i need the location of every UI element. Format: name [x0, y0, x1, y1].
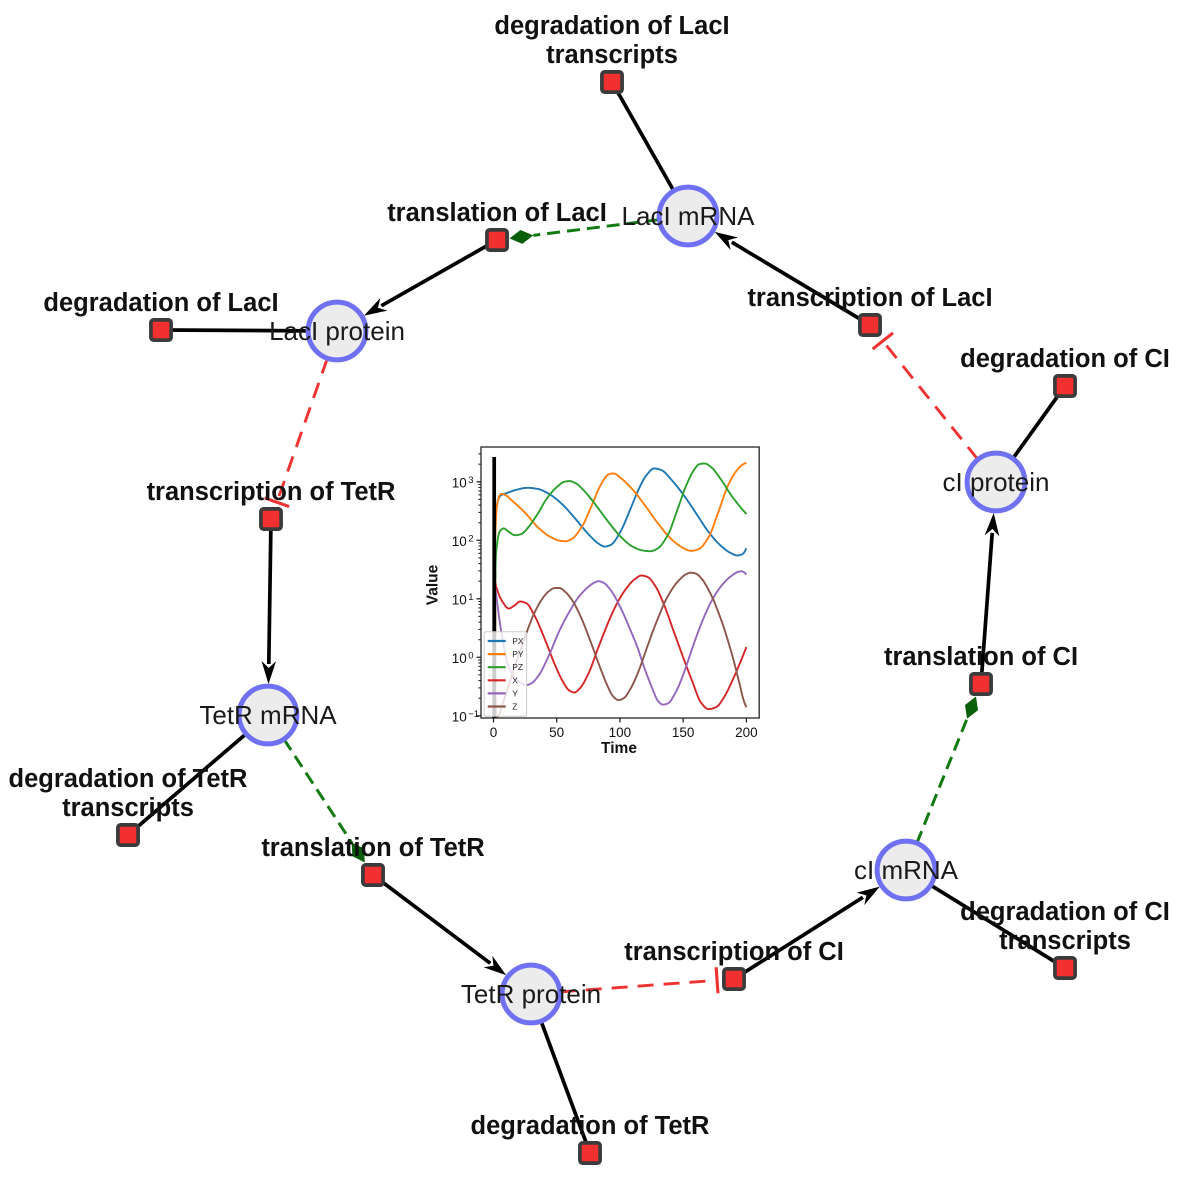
svg-text:degradation of LacI: degradation of LacI — [494, 12, 729, 40]
svg-text:translation of TetR: translation of TetR — [261, 834, 484, 862]
svg-text:X: X — [512, 675, 518, 685]
svg-text:0: 0 — [490, 725, 498, 740]
svg-text:150: 150 — [672, 725, 695, 740]
svg-text:TetR mRNA: TetR mRNA — [199, 700, 337, 730]
svg-text:degradation of CI: degradation of CI — [960, 898, 1170, 926]
svg-text:PZ: PZ — [512, 662, 523, 672]
svg-text:transcription of LacI: transcription of LacI — [747, 284, 992, 312]
svg-text:10: 10 — [452, 592, 467, 607]
svg-text:Y: Y — [512, 688, 518, 698]
svg-text:cI mRNA: cI mRNA — [854, 855, 959, 885]
svg-text:TetR protein: TetR protein — [461, 979, 601, 1009]
svg-text:cI protein: cI protein — [943, 467, 1050, 497]
svg-text:degradation of LacI: degradation of LacI — [43, 289, 278, 317]
svg-text:1: 1 — [468, 592, 473, 603]
svg-text:LacI mRNA: LacI mRNA — [622, 201, 756, 231]
svg-text:100: 100 — [609, 725, 632, 740]
svg-text:PY: PY — [512, 649, 524, 659]
svg-text:3: 3 — [468, 475, 473, 486]
svg-text:transcripts: transcripts — [999, 927, 1131, 955]
svg-text:−1: −1 — [468, 709, 479, 720]
svg-text:degradation of TetR: degradation of TetR — [9, 765, 248, 793]
svg-text:10: 10 — [452, 475, 467, 490]
svg-text:0: 0 — [468, 650, 473, 661]
svg-text:Time: Time — [601, 740, 637, 757]
svg-text:200: 200 — [735, 725, 758, 740]
svg-text:translation of CI: translation of CI — [884, 643, 1078, 671]
svg-text:LacI protein: LacI protein — [269, 316, 405, 346]
svg-text:degradation of TetR: degradation of TetR — [471, 1112, 710, 1140]
svg-text:transcripts: transcripts — [62, 794, 194, 822]
svg-text:Z: Z — [512, 702, 517, 712]
svg-text:10: 10 — [452, 709, 467, 724]
svg-text:PX: PX — [512, 636, 524, 646]
svg-text:10: 10 — [452, 534, 467, 549]
svg-text:2: 2 — [468, 533, 473, 544]
svg-text:translation of LacI: translation of LacI — [387, 199, 607, 227]
svg-text:transcription of CI: transcription of CI — [624, 938, 844, 966]
svg-text:degradation of CI: degradation of CI — [960, 345, 1170, 373]
svg-text:transcription of TetR: transcription of TetR — [147, 478, 396, 506]
svg-text:transcripts: transcripts — [546, 41, 678, 69]
svg-text:10: 10 — [452, 651, 467, 666]
svg-text:Value: Value — [425, 564, 442, 605]
svg-text:50: 50 — [549, 725, 564, 740]
